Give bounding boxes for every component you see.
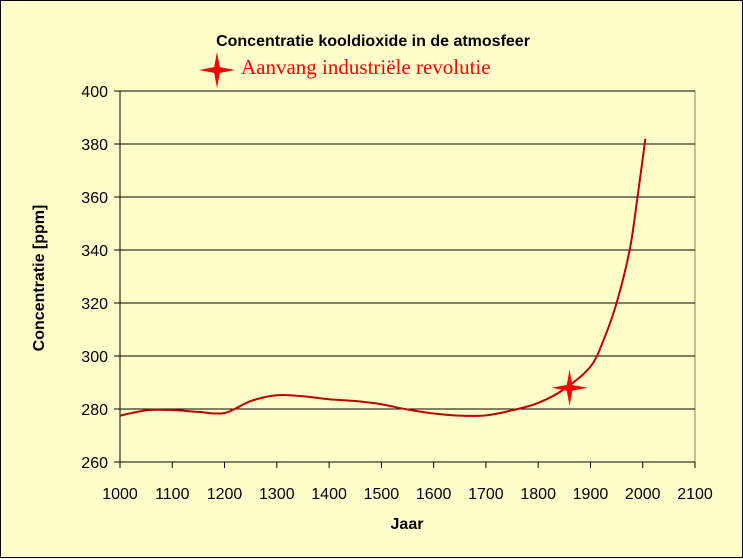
y-tick-label-300: 300 (81, 349, 108, 366)
x-tick-label-1800: 1800 (520, 486, 556, 503)
y-tick-label-260: 260 (81, 455, 108, 472)
x-tick-label-1700: 1700 (468, 486, 504, 503)
x-tick-labels: 1000 1100 1200 1300 1400 1500 1600 1700 1800 1900… (102, 486, 713, 503)
x-tick-label-1300: 1300 (259, 486, 295, 503)
x-tick-label-2000: 2000 (625, 486, 661, 503)
series-line-co2 (119, 138, 647, 417)
plot-area (119, 90, 696, 463)
axes (114, 90, 696, 468)
y-tick-label-280: 280 (81, 402, 108, 419)
x-tick-label-1200: 1200 (207, 486, 243, 503)
x-tick-label-1500: 1500 (364, 486, 400, 503)
legend-label: Aanvang industriële revolutie (241, 55, 491, 79)
x-tick-label-2100: 2100 (677, 486, 713, 503)
x-tick-label-1400: 1400 (311, 486, 347, 503)
y-tick-label-400: 400 (81, 84, 108, 101)
chart-title: Concentratie kooldioxide in de atmosfeer (216, 33, 530, 50)
y-tick-label-380: 380 (81, 137, 108, 154)
industrial-revolution-marker (551, 369, 588, 406)
y-tick-label-320: 320 (81, 296, 108, 313)
gridlines (120, 90, 695, 410)
y-tick-labels: 260 280 300 320 340 360 380 400 (81, 84, 108, 472)
legend: Aanvang industriële revolutie (199, 52, 491, 88)
y-tick-label-340: 340 (81, 243, 108, 260)
x-tick-label-1900: 1900 (573, 486, 609, 503)
x-tick-label-1100: 1100 (155, 486, 190, 503)
x-axis-title: Jaar (391, 516, 424, 533)
y-axis-title: Concentratie [ppm] (31, 205, 48, 352)
y-tick-label-360: 360 (81, 190, 108, 207)
x-tick-label-1000: 1000 (102, 486, 138, 503)
x-tick-label-1600: 1600 (416, 486, 452, 503)
legend-star-icon (199, 52, 235, 88)
